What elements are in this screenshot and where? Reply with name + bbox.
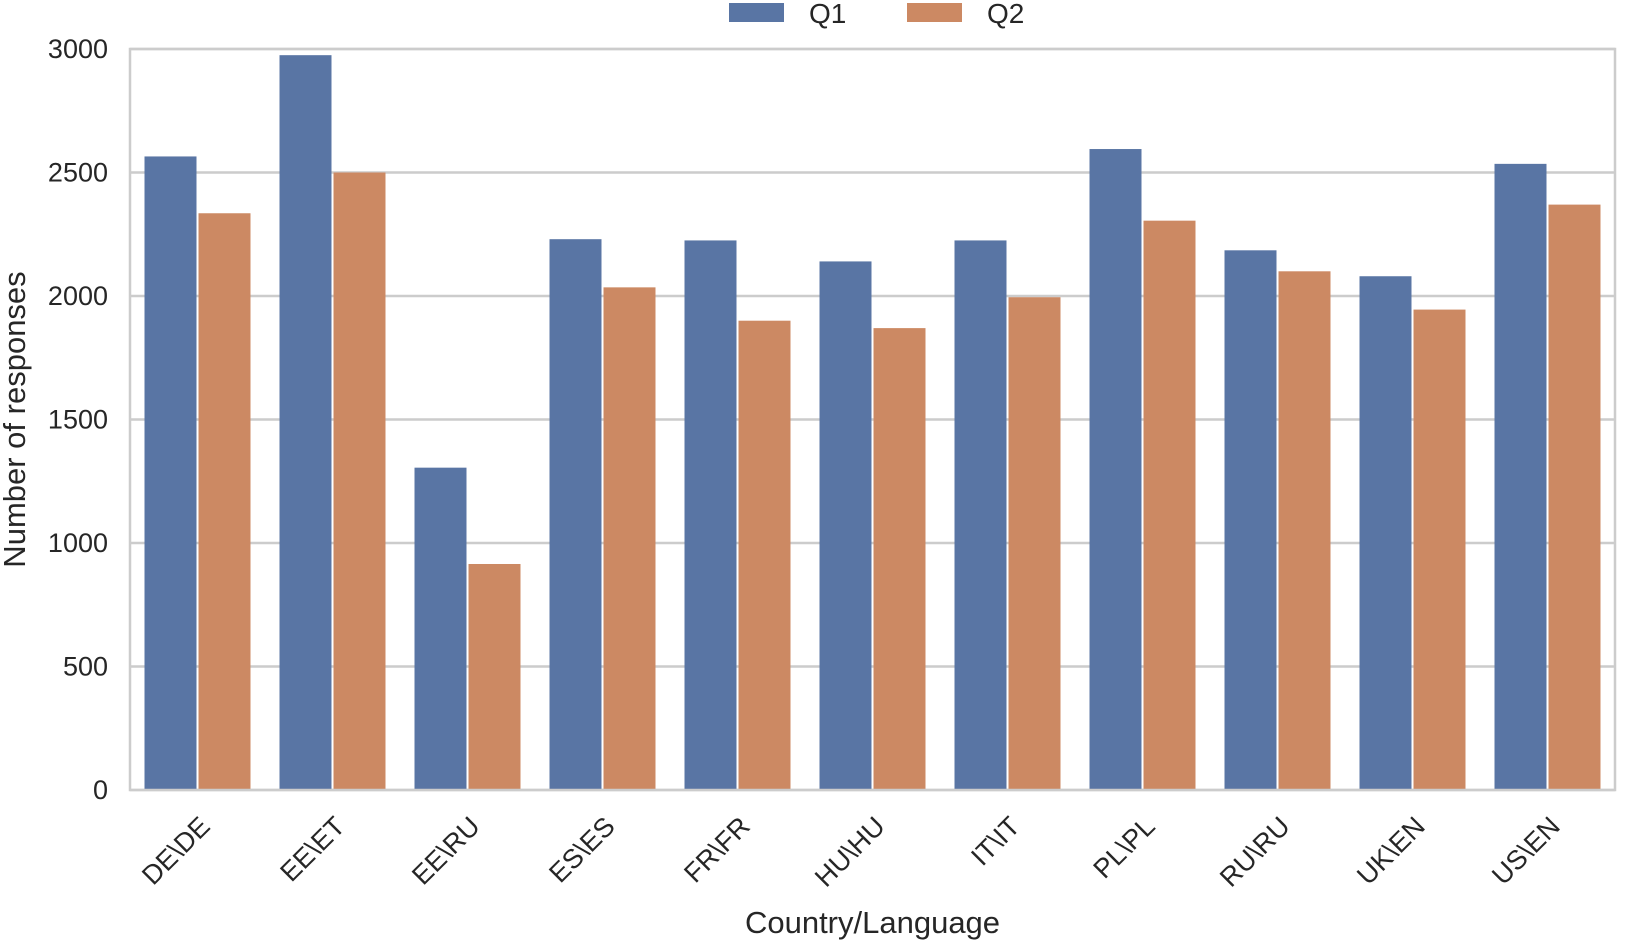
y-axis-label: Number of responses [0,271,32,567]
legend: Q1 Q2 [729,0,1024,29]
bar-q1-0 [144,156,197,790]
bars [144,55,1601,791]
x-tick-label: ES\ES [543,811,620,888]
y-tick-label: 3000 [48,34,108,64]
bar-q1-8 [1224,250,1277,790]
bar-q2-8 [1278,271,1331,790]
bar-q1-9 [1359,276,1412,790]
bar-q1-6 [954,240,1007,791]
y-axis-ticks: 0 500 1000 1500 2000 2500 3000 [48,34,108,805]
y-tick-label: 2000 [48,281,108,311]
x-tick-label: US\EN [1486,811,1566,891]
bar-q2-4 [738,320,791,790]
x-axis-ticks: DE\DE EE\ET EE\RU ES\ES FR\FR HU\HU IT\IT PL\PL… [136,811,1566,893]
x-tick-label: HU\HU [809,811,891,893]
bar-q1-10 [1494,163,1547,791]
legend-swatch-q1 [729,3,784,22]
bar-q2-7 [1143,220,1196,791]
bar-q1-1 [279,55,332,791]
bar-q2-3 [603,287,656,790]
bar-q2-6 [1008,297,1061,790]
x-axis-label: Country/Language [745,905,1000,940]
bar-q2-10 [1548,204,1601,791]
bar-q1-5 [819,261,872,790]
y-tick-label: 0 [93,775,108,805]
legend-swatch-q2 [907,3,962,22]
x-tick-label: PL\PL [1088,811,1161,884]
legend-label: Q2 [987,0,1024,29]
legend-label: Q1 [809,0,846,29]
bar-q1-2 [414,467,467,790]
bar-q2-0 [198,213,251,790]
x-tick-label: RU\RU [1214,811,1296,893]
bar-q2-9 [1413,309,1466,790]
bar-q2-5 [873,328,926,790]
x-tick-label: EE\ET [274,811,350,887]
bar-q1-3 [549,239,602,790]
x-tick-label: IT\IT [965,811,1025,871]
bar-q2-1 [333,172,386,790]
bar-q1-4 [684,240,737,791]
bar-q2-2 [468,563,521,790]
y-tick-label: 2500 [48,158,108,188]
x-tick-label: DE\DE [136,811,216,891]
y-tick-label: 1500 [48,405,108,435]
bar-q1-7 [1089,149,1142,790]
y-tick-label: 1000 [48,528,108,558]
x-tick-label: UK\EN [1351,811,1431,891]
x-tick-label: FR\FR [678,811,755,888]
plot-frame [128,47,1617,792]
y-tick-label: 500 [63,652,108,682]
x-tick-label: EE\RU [406,811,486,891]
